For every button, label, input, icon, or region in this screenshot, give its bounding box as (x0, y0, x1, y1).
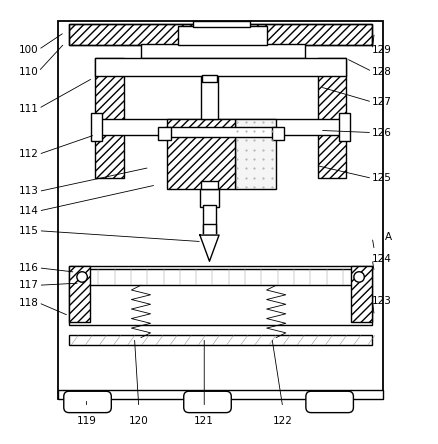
Text: 112: 112 (19, 149, 39, 159)
Bar (317, 59, 345, 178)
Bar (165, 127, 276, 137)
Text: 123: 123 (371, 296, 391, 305)
Text: 117: 117 (19, 280, 39, 290)
Bar (178, 26, 267, 45)
Circle shape (77, 272, 87, 282)
Text: 116: 116 (19, 263, 39, 273)
Bar (58, 390, 382, 399)
Text: 122: 122 (272, 416, 292, 426)
FancyBboxPatch shape (184, 391, 231, 412)
Bar (69, 266, 90, 322)
Bar (141, 44, 304, 59)
Bar (158, 127, 170, 140)
Bar (69, 24, 371, 45)
Text: 125: 125 (371, 173, 391, 183)
Text: 124: 124 (371, 254, 391, 264)
Bar (199, 189, 219, 207)
Bar (201, 75, 216, 83)
Circle shape (353, 272, 364, 282)
Bar (201, 76, 217, 119)
Bar (193, 21, 250, 27)
Polygon shape (199, 235, 219, 261)
Text: 110: 110 (19, 67, 39, 76)
Text: 111: 111 (19, 103, 39, 114)
Bar (200, 181, 218, 189)
FancyBboxPatch shape (305, 391, 353, 412)
Text: 126: 126 (371, 127, 391, 138)
Text: 128: 128 (371, 67, 391, 76)
Bar (95, 59, 123, 178)
Text: 119: 119 (76, 416, 96, 426)
FancyBboxPatch shape (64, 391, 111, 412)
Text: 121: 121 (194, 416, 214, 426)
Text: 120: 120 (129, 416, 148, 426)
Text: 127: 127 (371, 97, 391, 107)
Bar (91, 113, 102, 141)
Text: 129: 129 (371, 45, 391, 55)
Text: A: A (384, 232, 391, 242)
Bar (203, 205, 215, 235)
Bar (339, 113, 350, 141)
Bar (58, 21, 382, 399)
Bar (167, 119, 234, 189)
Bar (234, 119, 276, 189)
Text: 100: 100 (19, 45, 39, 55)
Text: 113: 113 (19, 186, 39, 196)
Bar (95, 59, 345, 76)
Bar (350, 266, 371, 322)
Bar (203, 224, 215, 235)
Bar (69, 266, 371, 325)
Text: 115: 115 (19, 226, 39, 236)
Bar (69, 335, 371, 345)
Bar (69, 24, 371, 45)
Text: 114: 114 (19, 206, 39, 216)
Text: 118: 118 (19, 297, 39, 308)
Bar (95, 119, 345, 135)
Bar (271, 127, 283, 140)
Bar (78, 269, 363, 285)
